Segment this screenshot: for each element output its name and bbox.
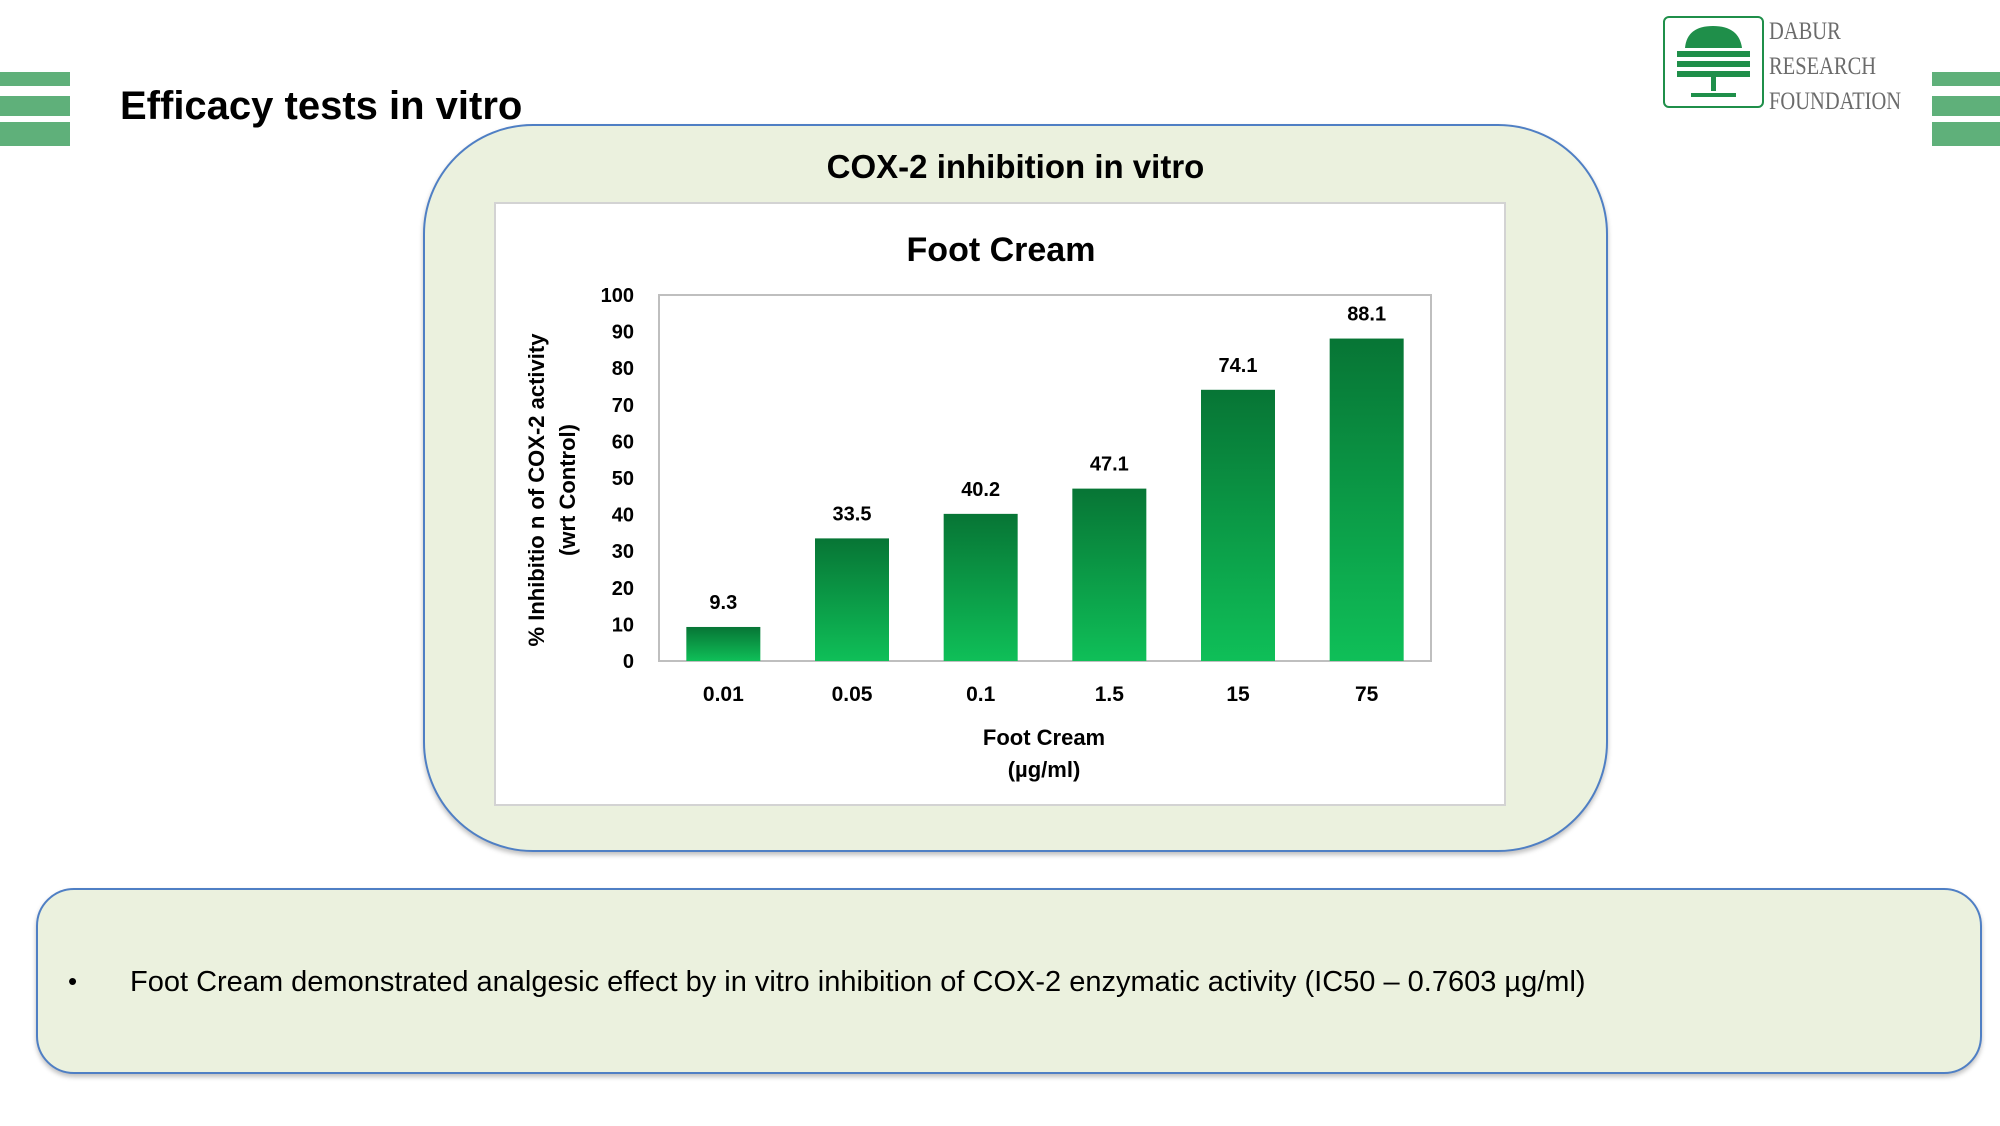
x-tick-label: 15 bbox=[1226, 683, 1250, 706]
data-label: 33.5 bbox=[833, 503, 872, 525]
left-stripe-top bbox=[0, 72, 70, 86]
x-tick-label: 0.1 bbox=[966, 683, 996, 706]
y-axis-label-line-2: (wrt Control) bbox=[555, 424, 580, 556]
y-tick-label: 50 bbox=[612, 468, 634, 490]
y-tick-label: 90 bbox=[612, 322, 634, 344]
data-label: 88.1 bbox=[1347, 304, 1386, 326]
chart-area: Foot Cream % Inhibitio n of COX-2 activi… bbox=[494, 202, 1506, 806]
y-tick-label: 80 bbox=[612, 358, 634, 380]
right-stripe-mid bbox=[1932, 96, 2000, 116]
bar bbox=[943, 513, 1018, 661]
y-tick-label: 0 bbox=[623, 651, 634, 673]
x-axis-label-line-2: (µg/ml) bbox=[1008, 757, 1081, 782]
data-label: 9.3 bbox=[709, 592, 737, 614]
logo-line-1: DABUR bbox=[1769, 18, 1841, 45]
chart-panel-title: COX-2 inhibition in vitro bbox=[826, 148, 1205, 185]
bullet-point: • bbox=[68, 966, 78, 996]
conclusion-panel: • Foot Cream demonstrated analgesic effe… bbox=[36, 888, 1982, 1074]
bar bbox=[1329, 338, 1404, 661]
y-tick-label: 100 bbox=[601, 285, 634, 307]
logo-line-3: FOUNDATION bbox=[1769, 88, 1902, 115]
tree-icon bbox=[1677, 26, 1750, 97]
y-tick-label: 20 bbox=[612, 578, 634, 600]
right-stripe-top bbox=[1932, 72, 2000, 86]
y-tick-label: 60 bbox=[612, 431, 634, 453]
y-tick-label: 10 bbox=[612, 614, 634, 636]
plot-area: 0 10 20 30 40 50 60 70 80 90 100 9.3 0.01 33.5 0.05 40.… bbox=[601, 285, 1432, 706]
y-axis-label: % Inhibitio n of COX-2 activity (wrt Con… bbox=[524, 333, 580, 647]
dabur-research-foundation-logo: DABUR RESEARCH FOUNDATION bbox=[1663, 14, 1923, 115]
right-stripe-bottom bbox=[1932, 122, 2000, 146]
left-stripe-mid bbox=[0, 96, 70, 116]
y-tick-label: 30 bbox=[612, 541, 634, 563]
data-label: 40.2 bbox=[961, 479, 1000, 501]
data-label: 74.1 bbox=[1219, 355, 1258, 377]
chart-panel: COX-2 inhibition in vitro Foot Cream % I… bbox=[423, 124, 1608, 852]
logo-emblem bbox=[1663, 16, 1764, 108]
plot-frame bbox=[658, 294, 1432, 662]
bar bbox=[1072, 488, 1147, 661]
bar bbox=[1201, 389, 1275, 661]
y-axis-label-line-1: % Inhibitio n of COX-2 activity bbox=[524, 333, 549, 647]
conclusion-text: Foot Cream demonstrated analgesic effect… bbox=[130, 966, 1586, 998]
bar bbox=[815, 538, 889, 661]
x-axis-label: Foot Cream (µg/ml) bbox=[983, 725, 1105, 782]
y-tick-label: 70 bbox=[612, 395, 634, 417]
x-tick-label: 0.01 bbox=[703, 683, 744, 706]
x-tick-label: 0.05 bbox=[832, 683, 873, 706]
page-title: Efficacy tests in vitro bbox=[120, 84, 523, 128]
x-tick-label: 75 bbox=[1355, 683, 1379, 706]
data-label: 47.1 bbox=[1090, 454, 1129, 476]
logo-text: DABUR RESEARCH FOUNDATION bbox=[1769, 14, 1901, 119]
bar bbox=[686, 626, 761, 661]
x-axis-label-line-1: Foot Cream bbox=[983, 725, 1105, 750]
x-tick-label: 1.5 bbox=[1095, 683, 1125, 706]
left-stripe-bottom bbox=[0, 122, 70, 146]
bar-chart: Foot Cream % Inhibitio n of COX-2 activi… bbox=[524, 231, 1432, 782]
y-tick-label: 40 bbox=[612, 505, 634, 527]
logo-line-2: RESEARCH bbox=[1769, 53, 1877, 80]
chart-title: Foot Cream bbox=[907, 231, 1096, 269]
